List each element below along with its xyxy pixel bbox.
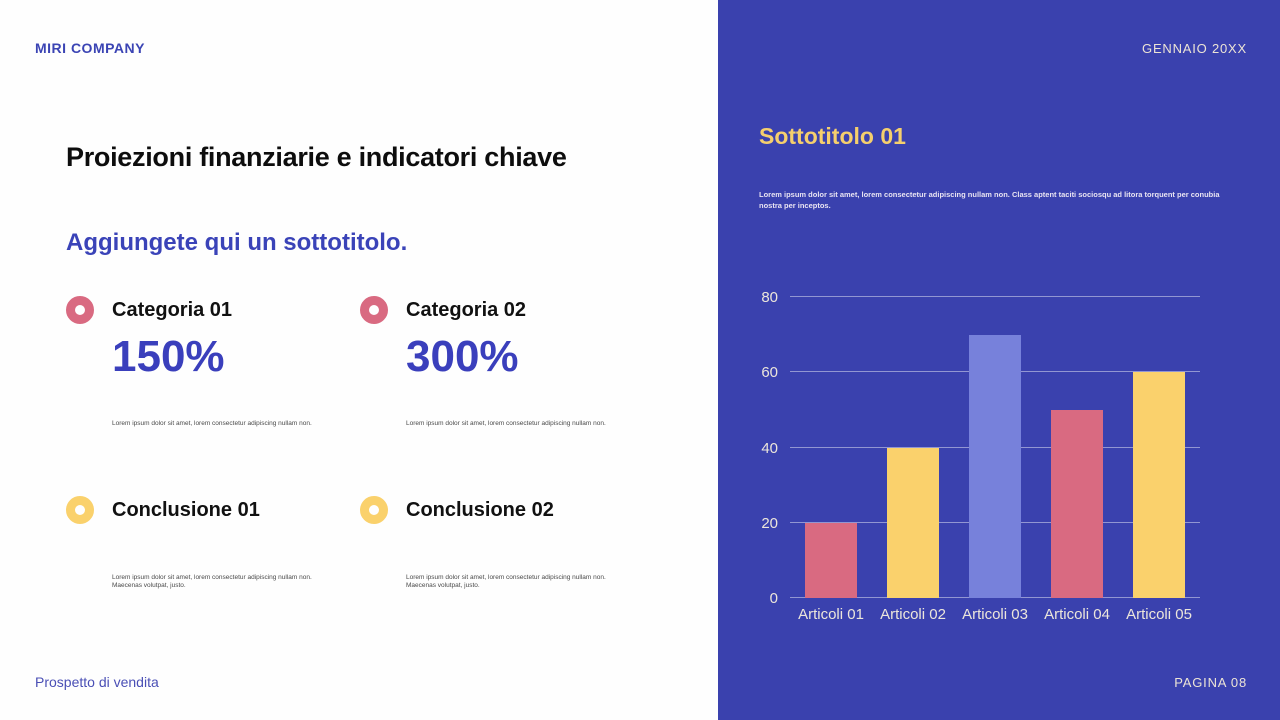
bar-articoli-04 [1051,409,1103,598]
gridline [790,296,1200,297]
stat-header: Categoria 01 [66,296,232,324]
page-subtitle: Aggiungete qui un sottotitolo. [66,229,408,256]
chart-section-title: Sottotitolo 01 [759,123,906,149]
stat-value: 150% [112,332,225,381]
stat-header: Categoria 02 [360,296,526,324]
slide-footer-label: Prospetto di vendita [35,674,159,690]
date-label: GENNAIO 20XX [1142,41,1247,56]
y-axis-tick-label: 60 [761,364,778,382]
ring-icon [66,296,94,324]
bar-chart: 0 20 40 60 80 Articoli 01 Articoli 02 Articoli … [761,289,1200,623]
company-name: MIRI COMPANY [35,40,145,56]
x-axis-tick-label: Articoli 05 [1126,606,1192,623]
y-axis-tick-label: 80 [761,289,778,306]
ring-icon [360,296,388,324]
stat-label: Categoria 02 [406,298,527,321]
stat-label: Conclusione 02 [406,498,554,521]
ring-icon [66,496,94,524]
chart-section-paragraph: Lorem ipsum dolor sit amet, lorem consec… [759,190,1220,210]
stat-description: Lorem ipsum dolor sit amet, lorem consec… [406,574,606,590]
y-axis-tick-label: 40 [761,439,778,457]
bar-articoli-01 [805,522,857,598]
bar-articoli-03 [969,334,1021,598]
page-title: Proiezioni finanziarie e indicatori chia… [66,142,567,172]
x-axis-tick-label: Articoli 04 [1044,606,1110,623]
stat-description: Lorem ipsum dolor sit amet, lorem consec… [112,420,312,427]
y-axis-tick-label: 20 [761,514,778,532]
y-axis-tick-label: 0 [769,590,778,607]
right-panel: GENNAIO 20XX Sottotitolo 01 Lorem ipsum … [718,0,1280,720]
stat-header: Conclusione 01 [66,496,260,524]
stat-label: Categoria 01 [112,298,233,321]
x-axis-tick-label: Articoli 02 [880,606,946,623]
page-number: PAGINA 08 [1174,675,1247,690]
stat-conclusione-02: Conclusione 02 Lorem ipsum dolor sit ame… [360,496,650,656]
stat-header: Conclusione 02 [360,496,554,524]
stat-categoria-01: Categoria 01 150% Lorem ipsum dolor sit … [66,296,356,456]
x-axis-tick-label: Articoli 01 [798,606,864,623]
bar-articoli-05 [1133,372,1185,598]
stat-description: Lorem ipsum dolor sit amet, lorem consec… [112,574,312,590]
ring-icon [360,496,388,524]
stat-conclusione-01: Conclusione 01 Lorem ipsum dolor sit ame… [66,496,356,656]
stat-value: 300% [406,332,519,381]
stat-categoria-02: Categoria 02 300% Lorem ipsum dolor sit … [360,296,650,456]
bar-articoli-02 [887,447,939,598]
stat-description: Lorem ipsum dolor sit amet, lorem consec… [406,420,606,427]
left-panel: MIRI COMPANY Proiezioni finanziarie e in… [35,40,650,690]
x-axis-tick-label: Articoli 03 [962,606,1028,623]
stat-label: Conclusione 01 [112,498,260,521]
